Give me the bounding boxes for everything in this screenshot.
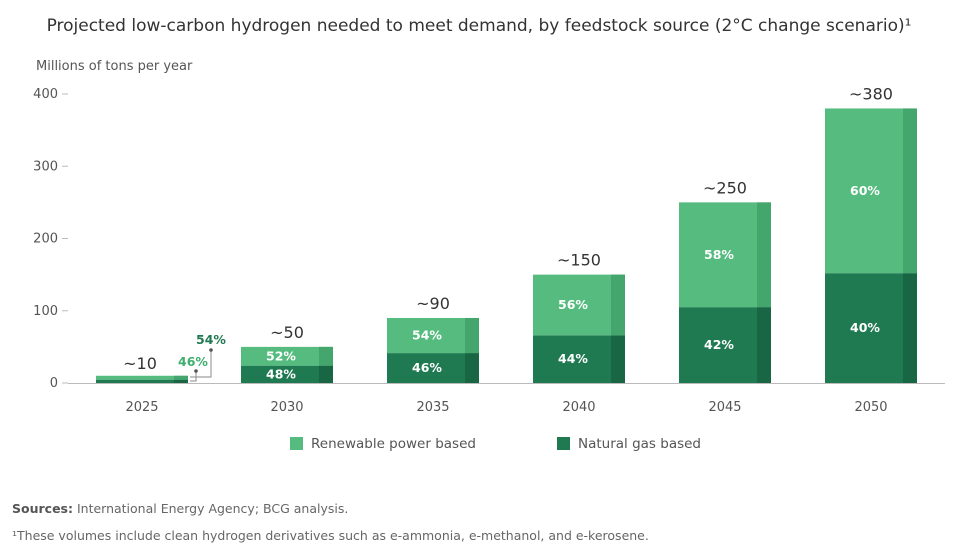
x-tick-label: 2050: [854, 400, 887, 415]
legend-label-renewable: Renewable power based: [311, 436, 476, 452]
bar-natural-gas: [825, 273, 917, 383]
share-label-natural-gas: 46%: [178, 354, 208, 369]
share-label-natural-gas: 48%: [266, 366, 296, 381]
bar-natural-gas: [96, 379, 188, 383]
chart-title: Projected low-carbon hydrogen needed to …: [47, 16, 912, 36]
x-tick-label: 2030: [270, 400, 303, 415]
total-label: ~50: [270, 323, 304, 342]
bars-group: ~10 46% 54% ~50 48% 52% ~90 46% 54% ~150 44% 56% ~25…: [96, 84, 917, 383]
y-tick-label: 200: [33, 232, 58, 247]
total-label: ~250: [703, 178, 747, 197]
bar-natural-gas-shade: [903, 273, 917, 383]
total-label: ~90: [416, 294, 450, 313]
x-axis: 2025 2030 2035 2040 2045 2050: [68, 383, 945, 415]
legend: Renewable power based Natural gas based: [290, 436, 701, 452]
total-label: ~150: [557, 251, 601, 270]
bar-natural-gas: [241, 365, 333, 383]
x-tick-label: 2025: [125, 400, 158, 415]
total-label: ~10: [123, 354, 157, 373]
x-tick-label: 2040: [562, 400, 595, 415]
y-tick-label: 0: [50, 376, 58, 391]
bar-renewable-shade: [903, 108, 917, 274]
bar-natural-gas-shade: [319, 365, 333, 383]
y-tick-label: 400: [33, 87, 58, 102]
bar-natural-gas: [387, 353, 479, 383]
sources-label: Sources:: [12, 501, 73, 516]
share-label-natural-gas: 44%: [558, 351, 588, 366]
sources-text: International Energy Agency; BCG analysi…: [72, 501, 349, 516]
bar-natural-gas: [679, 307, 771, 383]
bar-renewable: [825, 108, 917, 274]
share-label-renewable: 54%: [196, 332, 226, 347]
bar-renewable: [96, 375, 188, 380]
callout-dot-renewable: [209, 348, 213, 352]
bar-renewable-shade: [174, 375, 188, 380]
legend-label-natural-gas: Natural gas based: [578, 436, 701, 452]
total-label: ~380: [849, 84, 893, 103]
legend-swatch-renewable: [290, 437, 303, 450]
share-label-natural-gas: 42%: [704, 337, 734, 352]
share-label-natural-gas: 40%: [850, 320, 880, 335]
legend-swatch-natural-gas: [557, 437, 570, 450]
bar-renewable-shade: [757, 202, 771, 308]
bar-natural-gas-shade: [611, 335, 625, 383]
x-tick-label: 2035: [416, 400, 449, 415]
share-label-renewable: 60%: [850, 183, 880, 198]
bar-renewable: [533, 274, 625, 336]
bar-renewable: [241, 346, 333, 366]
share-label-renewable: 56%: [558, 297, 588, 312]
share-label-renewable: 54%: [412, 328, 442, 343]
share-label-renewable: 52%: [266, 348, 296, 363]
y-axis-label: Millions of tons per year: [36, 59, 193, 74]
bar-renewable-shade: [465, 317, 479, 354]
callout-dot-gas: [194, 369, 198, 373]
sources-note: Sources: International Energy Agency; BC…: [12, 501, 348, 516]
bar-renewable: [679, 202, 771, 308]
x-tick-label: 2045: [708, 400, 741, 415]
bar-renewable-shade: [611, 274, 625, 336]
bar-natural-gas-shade: [757, 307, 771, 383]
callout-line-gas: [190, 371, 197, 382]
share-label-renewable: 58%: [704, 247, 734, 262]
bar-natural-gas-shade: [174, 379, 188, 383]
bar-natural-gas: [533, 335, 625, 383]
bar-renewable: [387, 317, 479, 354]
callout-line-renewable: [190, 350, 212, 378]
bar-natural-gas-shade: [465, 353, 479, 383]
footnote: ¹These volumes include clean hydrogen de…: [12, 528, 649, 543]
y-tick-label: 300: [33, 159, 58, 174]
share-label-natural-gas: 46%: [412, 360, 442, 375]
y-tick-label: 100: [33, 304, 58, 319]
y-axis: 0 100 200 300 400: [33, 87, 68, 391]
bar-renewable-shade: [319, 346, 333, 366]
